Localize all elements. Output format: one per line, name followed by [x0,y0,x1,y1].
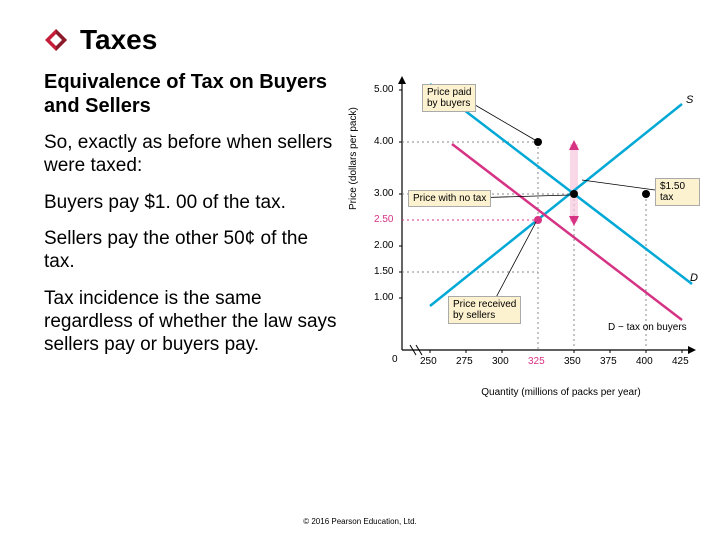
label-demand-shifted: D − tax on buyers [608,322,687,333]
ytick-2: 2.00 [374,240,393,251]
ytick-3: 3.00 [374,188,393,199]
paragraph-3: Sellers pay the other 50¢ of the tax. [44,228,340,274]
label-demand: D [690,272,698,284]
ytick-4: 4.00 [374,136,393,147]
xtick-300: 300 [492,356,509,367]
xtick-250: 250 [420,356,437,367]
ytick-5: 5.00 [374,84,393,95]
paragraph-4: Tax incidence is the same regardless of … [44,288,340,356]
xtick-350: 350 [564,356,581,367]
subtitle: Equivalence of Tax on Buyers and Sellers [44,70,340,118]
xtick-275: 275 [456,356,473,367]
xtick-400: 400 [636,356,653,367]
ytick-2p5: 2.50 [374,214,393,225]
diamond-bullet-icon [44,28,68,52]
text-column: Equivalence of Tax on Buyers and Sellers… [44,70,340,400]
supply-demand-chart: Price (dollars per pack) [352,70,700,400]
ytick-1p5: 1.50 [374,266,393,277]
callout-tax-amount: $1.50 tax [655,178,700,206]
callout-buyers: Price paid by buyers [422,84,476,112]
paragraph-1: So, exactly as before when sellers were … [44,132,340,178]
page-title: Taxes [80,24,157,56]
ytick-1: 1.00 [374,292,393,303]
xtick-425: 425 [672,356,689,367]
paragraph-2: Buyers pay $1. 00 of the tax. [44,192,340,215]
copyright-notice: © 2016 Pearson Education, Ltd. [0,517,720,526]
xtick-325: 325 [528,356,545,367]
label-supply: S [686,94,693,106]
x-axis-label: Quantity (millions of packs per year) [422,387,700,398]
callout-sellers: Price received by sellers [448,296,521,324]
xtick-375: 375 [600,356,617,367]
callout-notax: Price with no tax [408,190,491,207]
origin-zero: 0 [392,354,398,365]
